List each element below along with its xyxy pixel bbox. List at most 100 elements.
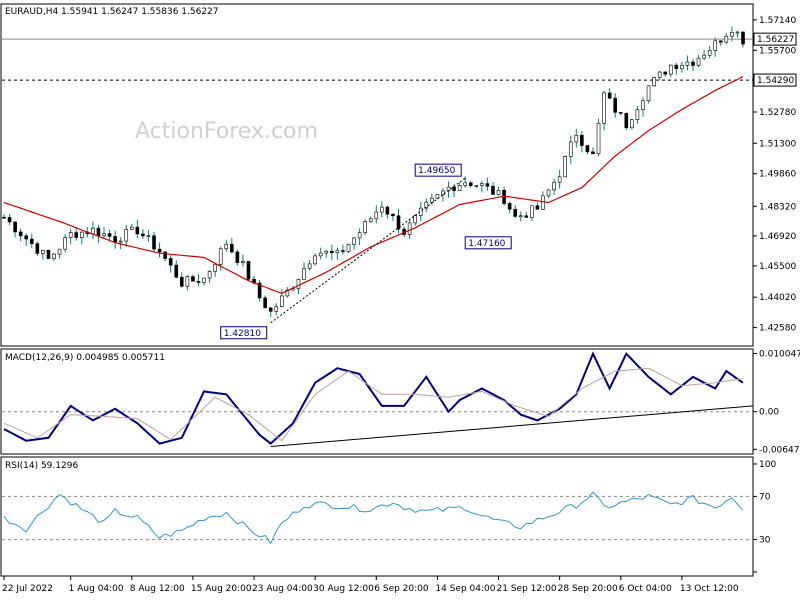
candle-body bbox=[630, 119, 634, 129]
candle-body bbox=[635, 109, 640, 120]
macd-axis-label: 0.010047 bbox=[759, 349, 800, 359]
candle-body bbox=[341, 250, 345, 252]
candle-body bbox=[441, 190, 445, 195]
candle-body bbox=[652, 77, 656, 87]
candle-body bbox=[657, 71, 662, 78]
candle-body bbox=[180, 276, 184, 287]
time-axis-label: 1 Aug 04:00 bbox=[69, 584, 124, 594]
rsi-axis-label: 70 bbox=[759, 492, 771, 502]
candle-body bbox=[185, 276, 190, 287]
candle-body bbox=[424, 201, 429, 209]
candle-body bbox=[535, 205, 540, 210]
candle-body bbox=[302, 268, 306, 280]
candle-body bbox=[91, 227, 95, 235]
candle-body bbox=[218, 248, 223, 265]
candle-body bbox=[202, 277, 206, 283]
candle-body bbox=[524, 215, 529, 218]
time-axis-label: 30 Aug 12:00 bbox=[313, 584, 374, 594]
candle-body bbox=[41, 249, 45, 254]
candle-body bbox=[407, 222, 412, 235]
candle-body bbox=[580, 134, 584, 146]
price-level-tag bbox=[753, 73, 797, 87]
candle-body bbox=[113, 236, 117, 243]
candle-body bbox=[507, 203, 512, 210]
candle-body bbox=[35, 243, 40, 254]
price-level-tag bbox=[753, 32, 797, 46]
time-axis-label: 6 Oct 04:00 bbox=[619, 584, 672, 594]
candle-body bbox=[7, 217, 12, 223]
rsi-axis-label: 100 bbox=[759, 460, 776, 470]
price-trendline bbox=[270, 177, 466, 324]
candle-body bbox=[46, 249, 51, 259]
candle-body bbox=[52, 253, 56, 259]
candle-body bbox=[207, 271, 212, 279]
candle-body bbox=[413, 215, 417, 224]
candle-body bbox=[602, 92, 606, 124]
time-axis-label: 8 Aug 12:00 bbox=[130, 584, 185, 594]
candle-body bbox=[530, 205, 534, 218]
candle-body bbox=[63, 237, 67, 250]
candle-body bbox=[241, 261, 245, 263]
candle-body bbox=[674, 64, 679, 70]
candle-body bbox=[13, 221, 17, 233]
price-axis-label: 1.44020 bbox=[759, 293, 796, 303]
price-axis-label: 1.52780 bbox=[759, 108, 796, 118]
candle-body bbox=[474, 184, 479, 187]
time-axis-label: 28 Sep 20:00 bbox=[558, 584, 618, 594]
candle-body bbox=[496, 189, 501, 195]
candle-body bbox=[224, 243, 229, 250]
candle-body bbox=[618, 112, 623, 114]
candle-body bbox=[741, 31, 745, 45]
candle-body bbox=[613, 97, 618, 113]
candle-body bbox=[79, 231, 84, 238]
candle-body bbox=[18, 231, 23, 237]
candle-body bbox=[129, 226, 134, 230]
price-panel: 1.57140 1.55700 1.52780 1.51300 1.49860 1.483… bbox=[2, 16, 797, 340]
candle-body bbox=[96, 227, 101, 236]
candle-body bbox=[452, 186, 456, 191]
candle-body bbox=[102, 233, 106, 236]
candle-body bbox=[118, 240, 123, 243]
candle-body bbox=[152, 235, 156, 250]
time-axis-label: 15 Aug 20:00 bbox=[191, 584, 252, 594]
time-axis-label: 23 Aug 04:00 bbox=[252, 584, 313, 594]
watermark: ActionForex.com bbox=[135, 119, 318, 144]
candle-body bbox=[196, 280, 201, 283]
candle-body bbox=[107, 233, 112, 237]
candle-body bbox=[713, 40, 718, 51]
price-panel-frame bbox=[0, 3, 754, 347]
candle-body bbox=[735, 31, 740, 34]
candle-body bbox=[724, 35, 729, 43]
macd-panel-title: MACD(12,26,9) 0.004985 0.005711 bbox=[5, 353, 165, 363]
candle-body bbox=[563, 156, 567, 178]
price-callout-label: 1.49650 bbox=[418, 166, 455, 176]
candle-body bbox=[457, 185, 462, 191]
candle-body bbox=[591, 151, 595, 155]
candle-body bbox=[257, 282, 262, 299]
candle-body bbox=[663, 71, 668, 75]
price-panel-title: EURAUD,H4 1.55941 1.56247 1.55836 1.5622… bbox=[5, 7, 219, 17]
candle-body bbox=[557, 176, 562, 183]
price-callout-box bbox=[464, 236, 512, 250]
candle-body bbox=[485, 183, 490, 187]
time-axis: 22 Jul 2022 1 Aug 04:00 8 Aug 12:00 15 Aug … bbox=[2, 576, 739, 594]
candle-body bbox=[230, 243, 234, 253]
candle-body bbox=[574, 134, 579, 143]
candle-body bbox=[691, 61, 695, 66]
price-callout-label: 1.42810 bbox=[224, 329, 261, 339]
candle-body bbox=[346, 244, 351, 252]
price-callout-label: 1.47160 bbox=[468, 239, 505, 249]
candle-body bbox=[29, 238, 34, 244]
candle-body bbox=[274, 306, 279, 312]
rsi-panel: 100 70 30 bbox=[2, 460, 776, 573]
candle-body bbox=[596, 122, 601, 155]
macd-signal-line bbox=[3, 367, 744, 442]
price-level-label: 1.56227 bbox=[757, 35, 794, 45]
price-axis-label: 1.51300 bbox=[759, 139, 796, 149]
macd-axis-label: 0.00 bbox=[759, 408, 779, 418]
candle-body bbox=[568, 141, 573, 157]
candle-body bbox=[696, 57, 701, 66]
candle-body bbox=[385, 206, 390, 215]
